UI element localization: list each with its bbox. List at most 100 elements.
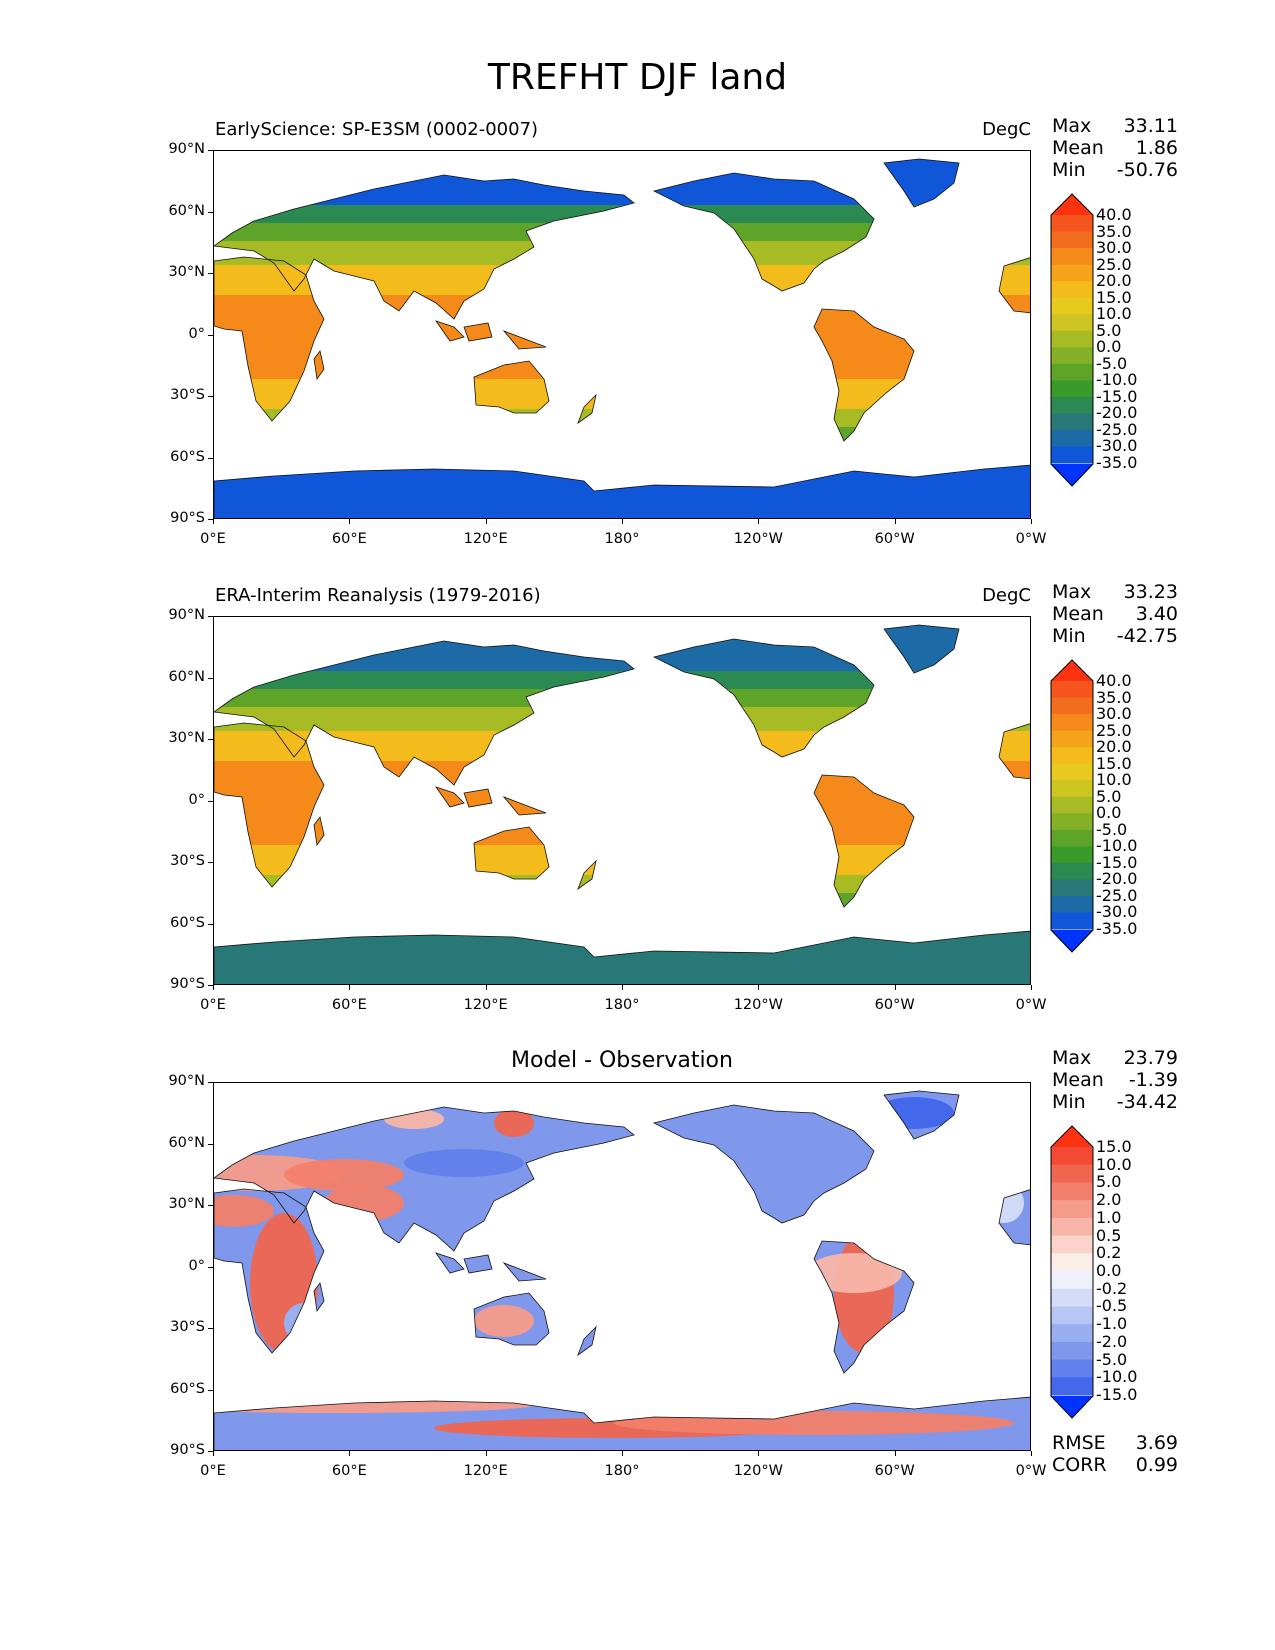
stat-label: Max (1052, 115, 1092, 137)
stat-label: Mean (1052, 603, 1104, 625)
stat-label: Max (1052, 1047, 1092, 1069)
colorbar-tick-label: 20.0 (1096, 737, 1132, 757)
colorbar-tick-label: 30.0 (1096, 238, 1132, 258)
colorbar-tick-label: -10.0 (1096, 370, 1138, 390)
lat-tick-mark (208, 862, 213, 863)
lon-tick-label: 0°E (200, 531, 226, 547)
lon-tick-label: 120°W (733, 997, 783, 1013)
colorbar-tick-label: 35.0 (1096, 687, 1132, 707)
colorbar (1050, 193, 1094, 487)
lon-tick-mark (758, 1451, 760, 1456)
lon-tick-mark (622, 985, 623, 990)
lat-tick-mark (208, 150, 213, 151)
lat-tick-label: 90°N (168, 1073, 205, 1089)
lon-tick-mark (894, 1451, 896, 1456)
colorbar-tick-label: 15.0 (1096, 287, 1132, 307)
lat-tick-label: 30°N (168, 730, 205, 746)
lat-tick-label: 60°S (170, 1380, 205, 1397)
colorbar-tick-label: 1.0 (1096, 1207, 1122, 1227)
stat-label: Mean (1052, 1069, 1104, 1091)
colorbar (1050, 659, 1094, 953)
map-plot (214, 1090, 1030, 1450)
stat-value: -1.39 (1128, 1069, 1178, 1091)
colorbar-tick-label: 10.0 (1096, 304, 1132, 324)
colorbar-tick-label: -15.0 (1096, 386, 1138, 406)
lat-tick-label: 90°S (170, 1442, 205, 1458)
colorbar-tick-label: 0.0 (1096, 803, 1122, 823)
lat-tick-label: 30°S (170, 387, 205, 403)
lat-tick-label: 90°N (168, 607, 205, 623)
lon-tick-label: 120°W (733, 1463, 783, 1479)
lon-tick-label: 60°E (331, 531, 367, 547)
colorbar-tick-label: 0.5 (1096, 1225, 1122, 1245)
lat-tick-label: 0° (188, 1257, 205, 1274)
lon-tick-mark (213, 519, 214, 524)
lon-tick-label: 180° (604, 997, 640, 1013)
map-plot (214, 158, 1030, 518)
stat-value: 3.40 (1135, 603, 1178, 625)
colorbar-tick-label: -2.0 (1096, 1331, 1128, 1351)
lon-tick-label: 60°E (331, 997, 367, 1013)
lat-tick-mark (208, 1082, 213, 1083)
lon-tick-label: 120°E (463, 531, 508, 547)
lat-tick-mark (208, 739, 213, 740)
lon-tick-mark (758, 985, 760, 990)
stat-value: 3.69 (1135, 1432, 1178, 1454)
colorbar-tick-label: 25.0 (1096, 254, 1132, 274)
stat-value: 33.11 (1123, 115, 1178, 137)
stat-value: 33.23 (1123, 581, 1178, 603)
colorbar-tick-label: -5.0 (1096, 1349, 1128, 1369)
stat-label: CORR (1052, 1454, 1107, 1476)
colorbar-tick-label: 15.0 (1096, 753, 1132, 773)
coastlines (214, 1090, 1030, 1450)
colorbar-tick-label: -0.2 (1096, 1278, 1128, 1298)
colorbar-tick-label: 10.0 (1096, 770, 1132, 790)
lon-tick-mark (485, 1451, 487, 1456)
lon-tick-mark (349, 1451, 351, 1456)
lat-tick-label: 30°N (168, 1196, 205, 1212)
units-label: DegC (982, 119, 1031, 140)
colorbar-tick-label: -5.0 (1096, 819, 1128, 839)
panel-title: EarlyScience: SP-E3SM (0002-0007) (215, 119, 539, 140)
lon-tick-mark (485, 985, 487, 990)
lon-tick-mark (1031, 1451, 1032, 1456)
lat-tick-label: 30°N (168, 264, 205, 280)
lat-tick-mark (208, 677, 213, 679)
coastlines (214, 624, 1030, 984)
lat-tick-label: 60°N (168, 202, 205, 219)
lon-tick-label: 0°W (1015, 997, 1047, 1013)
lon-tick-mark (213, 1451, 214, 1456)
figure-title: TREFHT DJF land (487, 57, 788, 98)
lat-tick-mark (208, 1266, 213, 1268)
stat-label: Min (1052, 1091, 1086, 1113)
colorbar-tick-label: -35.0 (1096, 453, 1138, 472)
lat-tick-label: 60°N (168, 1134, 205, 1151)
lat-tick-label: 60°N (168, 668, 205, 685)
lon-tick-label: 180° (604, 1463, 640, 1479)
colorbar-tick-label: 20.0 (1096, 271, 1132, 291)
map-plot (214, 624, 1030, 984)
stat-value: -34.42 (1116, 1091, 1178, 1113)
lat-tick-label: 0° (188, 791, 205, 808)
lon-tick-label: 60°E (331, 1463, 367, 1479)
colorbar-tick-label: 40.0 (1096, 205, 1132, 224)
lat-tick-mark (208, 1143, 213, 1145)
colorbar-tick-label: -1.0 (1096, 1314, 1128, 1334)
map-area (213, 616, 1031, 985)
lat-tick-label: 30°S (170, 1319, 205, 1335)
colorbar-tick-label: -5.0 (1096, 353, 1128, 373)
colorbar-tick-label: 5.0 (1096, 786, 1122, 806)
lon-tick-mark (758, 519, 760, 524)
lat-tick-mark (208, 334, 213, 336)
colorbar (1050, 1125, 1094, 1419)
lat-tick-label: 90°N (168, 141, 205, 157)
stat-value: -50.76 (1116, 159, 1178, 181)
lon-tick-mark (622, 1451, 623, 1456)
colorbar-tick-label: -25.0 (1096, 885, 1138, 905)
lat-tick-mark (208, 923, 213, 925)
lat-tick-mark (208, 519, 213, 520)
colorbar-tick-label: -30.0 (1096, 902, 1138, 922)
stat-value: 1.86 (1135, 137, 1178, 159)
lat-tick-mark (208, 457, 213, 459)
colorbar-tick-label: 10.0 (1096, 1154, 1132, 1174)
